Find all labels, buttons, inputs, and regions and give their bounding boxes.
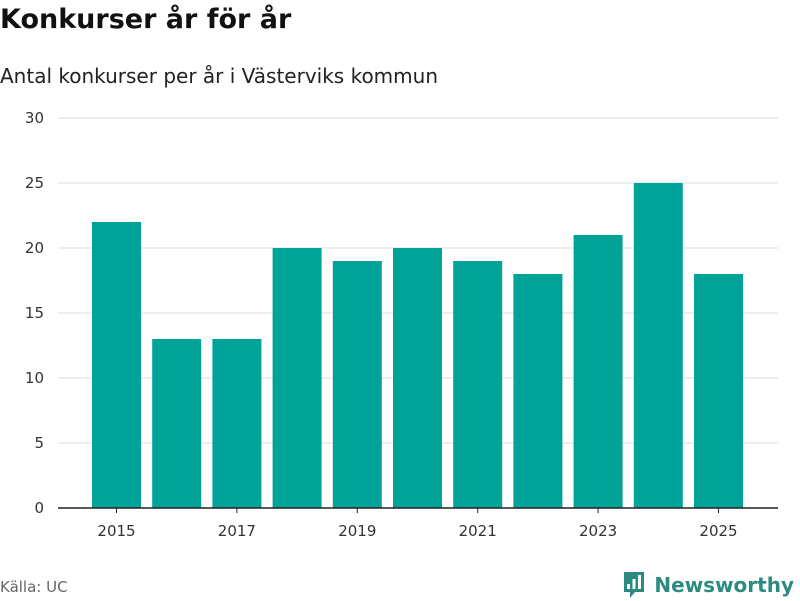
bar-2020: [393, 248, 442, 508]
newsworthy-brand[interactable]: Newsworthy: [622, 569, 794, 601]
x-tick-label-2025: 2025: [699, 522, 737, 540]
x-axis: [58, 507, 778, 513]
y-axis-labels: 0 5 10 15 20 25 30: [25, 109, 44, 517]
x-tick-label-2019: 2019: [338, 522, 376, 540]
y-tick-label-0: 0: [34, 499, 44, 517]
bar-2017: [212, 339, 262, 508]
bar-2025: [694, 274, 743, 508]
source-note: Källa: UC: [0, 578, 68, 596]
bar-2016: [152, 339, 202, 508]
bar-2015: [92, 222, 141, 508]
newsworthy-logo-icon: [624, 572, 645, 598]
y-tick-label-30: 30: [25, 109, 44, 127]
bar-2019: [332, 261, 382, 508]
y-tick-label-5: 5: [34, 434, 44, 452]
bar-2018: [272, 248, 322, 508]
bar-2024: [633, 183, 683, 508]
x-tick-label-2017: 2017: [218, 522, 256, 540]
y-tick-label-15: 15: [25, 304, 44, 322]
x-axis-labels: 2015 2017 2019 2021 2023 2025: [97, 522, 737, 540]
bar-2023: [573, 235, 623, 508]
x-tick-label-2023: 2023: [579, 522, 617, 540]
x-tick-label-2015: 2015: [97, 522, 135, 540]
bar-2021: [453, 261, 503, 508]
brand-name: Newsworthy: [654, 573, 794, 597]
bar-2022: [513, 274, 563, 508]
x-tick-label-2021: 2021: [459, 522, 497, 540]
y-tick-label-25: 25: [25, 174, 44, 192]
chart-subtitle: Antal konkurser per år i Västerviks komm…: [0, 64, 438, 88]
bars: [92, 183, 743, 508]
y-tick-label-20: 20: [25, 239, 44, 257]
y-tick-label-10: 10: [25, 369, 44, 387]
chart-title: Konkurser år för år: [0, 4, 292, 35]
